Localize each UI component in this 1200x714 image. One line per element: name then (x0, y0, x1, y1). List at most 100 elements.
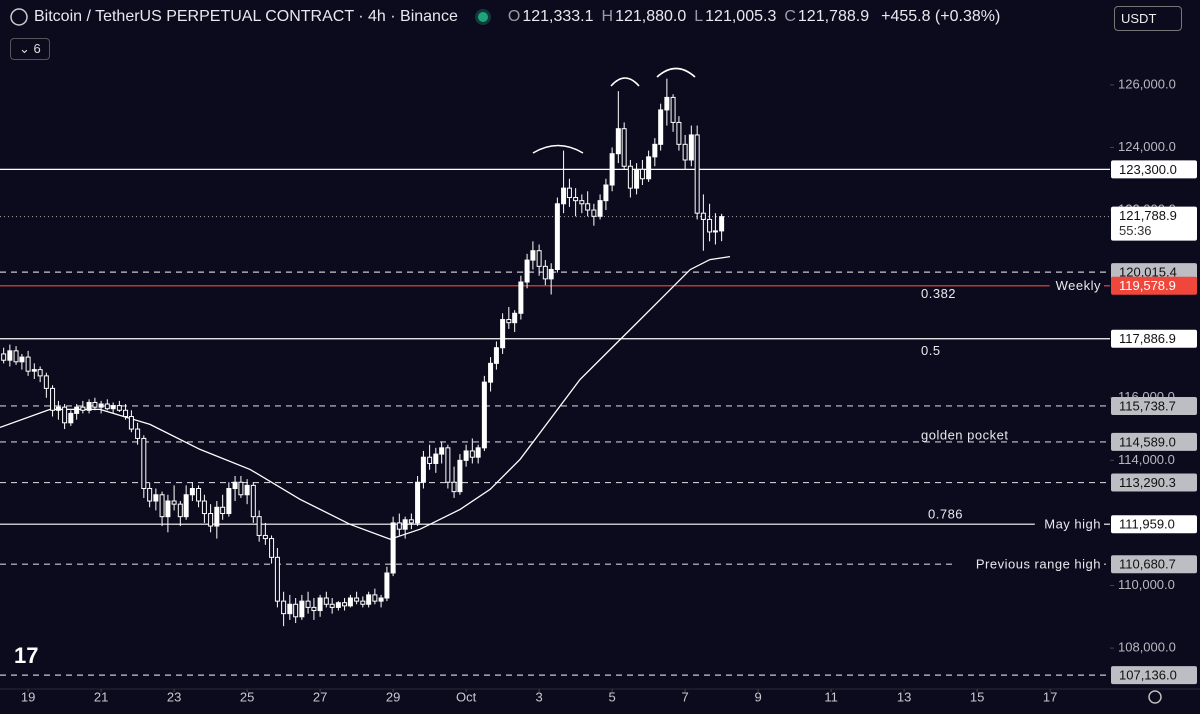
candle-body (55, 406, 61, 411)
candle-body (226, 488, 232, 515)
candle-body (153, 494, 159, 502)
candle-body (360, 600, 366, 605)
candle-body (329, 603, 335, 608)
level-label: 115,738.7 (1119, 398, 1176, 413)
candle-body (68, 412, 74, 424)
candle-body (658, 109, 664, 145)
y-tick-label: 126,000.0 (1118, 76, 1176, 91)
head-arc (656, 67, 696, 78)
candle-body (238, 481, 244, 496)
level-label: 111,959.0 (1119, 517, 1175, 532)
candle-body (177, 503, 183, 518)
ohlc: O 121,333.1 H 121,880.0 L 121,005.3 C 121,788.9 (502, 8, 869, 26)
pattern-arcs (532, 67, 696, 154)
level-note: Weekly (1056, 278, 1101, 293)
candle-body (354, 597, 360, 602)
status-dot (477, 12, 488, 22)
candle-body (62, 406, 68, 424)
candle-body (500, 319, 506, 349)
level-badge (1111, 555, 1197, 574)
ohlc-key: C (784, 8, 796, 25)
settings-icon[interactable] (1148, 690, 1162, 704)
candle-body (92, 401, 98, 408)
candle-body (293, 603, 299, 618)
candle-body (445, 447, 451, 483)
candle-body (189, 488, 195, 496)
candle-body (274, 556, 280, 602)
candle-body (165, 500, 171, 518)
candle-body (530, 250, 536, 261)
candle-body (652, 143, 658, 158)
candle-body (427, 456, 433, 464)
level-label: 120,015.4 (1119, 265, 1177, 280)
level-label: 107,136.0 (1119, 668, 1177, 683)
candle-body (25, 356, 31, 372)
candle-body (13, 350, 19, 363)
y-tick-label: 110,000.0 (1118, 577, 1175, 592)
currency-select[interactable]: USDT (1114, 6, 1182, 31)
candle-body (256, 516, 262, 536)
x-tick-label: 15 (970, 689, 984, 704)
level-badge (1111, 396, 1197, 415)
candle-body (676, 121, 682, 145)
candle-body (646, 156, 652, 180)
candle-body (250, 484, 256, 518)
candle-body (43, 375, 49, 389)
level-label: 114,589.0 (1119, 434, 1176, 449)
x-tick-label: 11 (824, 689, 838, 704)
candle-body (707, 218, 713, 233)
candle-body (7, 350, 13, 361)
ohlc-value: 121,005.3 (705, 8, 777, 25)
level-note: May high (1044, 517, 1101, 532)
logo: 17 (14, 643, 38, 668)
candle-body (74, 406, 80, 414)
fib-label: 0.786 (928, 507, 963, 522)
candle-body (439, 447, 445, 455)
x-tick-label: 27 (313, 689, 327, 704)
level-badge (1111, 276, 1197, 295)
x-tick-label: 17 (1043, 689, 1057, 704)
candle-body (518, 281, 524, 314)
shoulder-arc (532, 144, 584, 154)
candle-body (597, 200, 603, 217)
level-note-bg (953, 555, 1104, 574)
candle-body (396, 522, 402, 530)
candle-body (688, 134, 694, 161)
candle-body (712, 230, 718, 233)
level-label: 113,290.3 (1119, 475, 1176, 490)
candle-body (719, 216, 725, 232)
candle-body (390, 522, 396, 574)
candle-body (98, 403, 104, 408)
candle-body (512, 312, 518, 324)
candle-body (634, 168, 640, 189)
x-tick-label: 25 (240, 689, 254, 704)
candle-body (347, 597, 353, 607)
candle-body (196, 488, 202, 502)
candle-body (335, 602, 341, 608)
candle-body (147, 488, 153, 502)
candle-body (493, 347, 499, 364)
candle-body (433, 453, 439, 464)
level-note-bg (1049, 276, 1104, 295)
candle-body (299, 600, 305, 618)
level-badge (1111, 329, 1197, 348)
x-tick-label: 29 (386, 689, 400, 704)
currency: USDT (1121, 11, 1157, 26)
candle-body (110, 405, 116, 410)
candle-body (269, 538, 275, 558)
candle-body (171, 500, 177, 505)
candle-body (475, 447, 481, 458)
x-tick-label: 23 (167, 689, 181, 704)
candle-body (542, 265, 548, 280)
candle-body (451, 481, 457, 493)
candle-body (50, 387, 56, 411)
indicator-toggle[interactable]: ⌄ 6 (10, 38, 50, 60)
candle-body (682, 143, 688, 161)
ohlc-key: H (601, 8, 614, 25)
candle-body (463, 450, 469, 461)
candle-body (536, 250, 542, 267)
level-label: 117,886.9 (1119, 331, 1176, 346)
candle-body (159, 494, 165, 518)
